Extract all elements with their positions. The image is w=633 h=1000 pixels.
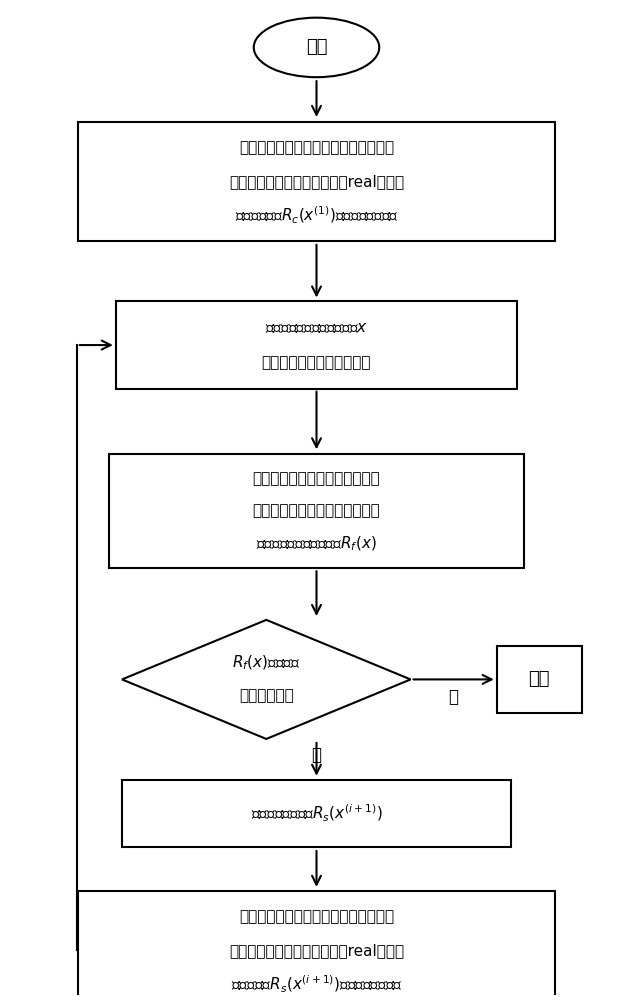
Bar <box>116 301 517 389</box>
Text: 作为高精度计算时的参变量: 作为高精度计算时的参变量 <box>262 355 371 370</box>
Bar <box>78 122 555 241</box>
Text: 谱元法对目标模型进行高精度仿: 谱元法对目标模型进行高精度仿 <box>253 503 380 518</box>
Bar <box>497 646 582 713</box>
Text: 对目标模型进行低精度优化仿real，使修: 对目标模型进行低精度优化仿real，使修 <box>229 943 404 958</box>
Text: 目标频率响应: 目标频率响应 <box>239 688 294 703</box>
Text: $R_f(x)$是否满足: $R_f(x)$是否满足 <box>232 654 301 672</box>
Text: 精度频率响应$R_c(x^{(1)})$满足目标频率响应: 精度频率响应$R_c(x^{(1)})$满足目标频率响应 <box>235 205 398 226</box>
Polygon shape <box>122 620 411 739</box>
Text: 正频率响应$R_s(x^{(i+1)})$满足目标频率响应: 正频率响应$R_s(x^{(i+1)})$满足目标频率响应 <box>230 974 403 995</box>
Text: 构建修正频率响应$R_s(x^{(i+1)})$: 构建修正频率响应$R_s(x^{(i+1)})$ <box>251 803 382 824</box>
Ellipse shape <box>254 18 379 77</box>
Bar <box>78 891 555 1000</box>
Bar <box>110 454 523 568</box>
Bar <box>122 780 511 847</box>
Text: 结束: 结束 <box>529 670 550 688</box>
Text: 对目标模型进行低精度优化仿real，使低: 对目标模型进行低精度优化仿real，使低 <box>229 174 404 189</box>
Text: 将低精度优化得到的参变量$x$: 将低精度优化得到的参变量$x$ <box>265 320 368 335</box>
Text: 是: 是 <box>448 688 458 706</box>
Text: 使用基于１阶矢量基函数的时域谱元法: 使用基于１阶矢量基函数的时域谱元法 <box>239 140 394 155</box>
Text: 建模: 建模 <box>306 38 327 56</box>
Text: 使用基于２阶矢量基函数的时域: 使用基于２阶矢量基函数的时域 <box>253 471 380 486</box>
Text: 否: 否 <box>311 746 322 764</box>
Text: 真，获得高精度频率响应$R_f(x)$: 真，获得高精度频率响应$R_f(x)$ <box>256 534 377 553</box>
Text: 使用基于１阶矢量基函数的时域谱元法: 使用基于１阶矢量基函数的时域谱元法 <box>239 909 394 924</box>
